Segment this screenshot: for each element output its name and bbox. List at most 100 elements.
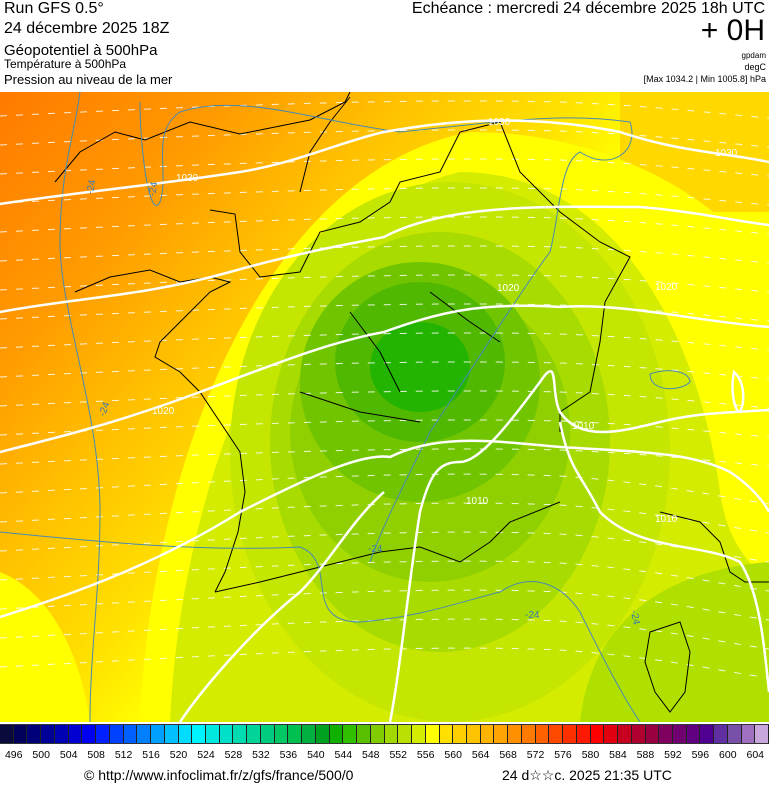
colorbar-swatch [439, 725, 454, 743]
colorbar-label: 596 [691, 749, 710, 761]
colorbar-swatch [343, 725, 358, 743]
colorbar-label: 500 [32, 749, 50, 761]
isotherm-label: -24 [525, 610, 540, 621]
colorbar-swatch [714, 725, 728, 743]
colorbar-swatch [576, 725, 591, 743]
colorbar-label: 548 [362, 749, 380, 761]
echeance: Echéance : mercredi 24 décembre 2025 18h… [411, 0, 765, 17]
colorbar-label: 520 [169, 749, 188, 761]
colorbar-swatch [535, 725, 550, 743]
isotherm-label: -24 [97, 400, 112, 418]
colorbar-label: 556 [416, 749, 435, 761]
field-pressure: Pression au niveau de la mer [4, 72, 173, 87]
colorbar-swatch [549, 725, 564, 743]
colorbar-swatch [329, 725, 344, 743]
colorbar-label: 584 [609, 749, 627, 761]
colorbar-swatch [274, 725, 289, 743]
source-url: © http://www.infoclimat.fr/z/gfs/france/… [84, 767, 354, 783]
colorbar-labels: 496 500 504 508 512 516 520 524 528 532 536 540 544 5… [0, 749, 769, 761]
colorbar-swatch [27, 725, 42, 743]
colorbar-swatch [192, 725, 207, 743]
isobar-label: 1010 [655, 514, 678, 525]
colorbar-swatch [659, 725, 673, 743]
colorbar-label: 524 [197, 749, 215, 761]
colorbar [0, 724, 769, 744]
pressure-range: [Max 1034.2 | Min 1005.8] hPa [643, 74, 766, 84]
isobar-label: 1010 [466, 496, 489, 507]
colorbar-swatch [508, 725, 522, 743]
field-geopotential: Géopotentiel à 500hPa [4, 42, 158, 59]
colorbar-label: 604 [746, 749, 765, 761]
colorbar-swatch [563, 725, 577, 743]
colorbar-swatch [686, 725, 701, 743]
colorbar-swatch [41, 725, 55, 743]
colorbar-swatch [54, 725, 69, 743]
colorbar-swatch [672, 725, 687, 743]
run-title: Run GFS 0.5° [4, 0, 104, 17]
colorbar-label: 516 [142, 749, 160, 761]
colorbar-swatch [0, 725, 14, 743]
colorbar-swatch [68, 725, 83, 743]
colorbar-swatch [164, 725, 179, 743]
colorbar-swatch [247, 725, 261, 743]
colorbar-label: 536 [279, 749, 298, 761]
colorbar-swatch [494, 725, 509, 743]
colorbar-swatch [206, 725, 220, 743]
colorbar-swatch [384, 725, 399, 743]
isobar-label: 1020 [152, 406, 175, 417]
colorbar-swatch [370, 725, 385, 743]
colorbar-swatch [590, 725, 605, 743]
colorbar-label: 496 [4, 749, 23, 761]
colorbar-swatch [109, 725, 124, 743]
colorbar-label: 508 [87, 749, 105, 761]
colorbar-label: 544 [334, 749, 353, 761]
colorbar-swatch [288, 725, 303, 743]
colorbar-label: 568 [499, 749, 517, 761]
isobar-label: 1020 [497, 283, 520, 294]
colorbar-swatch [82, 725, 97, 743]
colorbar-swatch [13, 725, 28, 743]
colorbar-label: 588 [636, 749, 655, 761]
lead-time: + 0H [700, 14, 765, 47]
colorbar-label: 564 [471, 749, 490, 761]
colorbar-label: 512 [114, 749, 133, 761]
colorbar-swatch [604, 725, 619, 743]
isobar-label: 1030 [715, 148, 738, 159]
colorbar-swatch [412, 725, 426, 743]
unit-temperature: degC [744, 62, 766, 72]
isobar-label: 1030 [488, 117, 511, 128]
colorbar-swatch [398, 725, 413, 743]
colorbar-swatch [425, 725, 440, 743]
run-date: 24 décembre 2025 18Z [4, 20, 170, 37]
unit-geopotential: gpdam [741, 51, 766, 60]
colorbar-swatch [357, 725, 371, 743]
isobar-label: 1020 [655, 282, 678, 293]
colorbar-label: 532 [252, 749, 270, 761]
colorbar-swatch [233, 725, 248, 743]
colorbar-swatch [466, 725, 481, 743]
colorbar-label: 572 [526, 749, 545, 761]
colorbar-swatch [618, 725, 632, 743]
colorbar-swatch [453, 725, 467, 743]
coastlines [54, 92, 769, 713]
field-temperature: Température à 500hPa [4, 57, 127, 71]
weather-map: 1030 1030 1030 1020 1020 1020 1010 1010 … [0, 92, 769, 722]
colorbar-swatch [219, 725, 234, 743]
isotherm-label: -24 [628, 609, 641, 626]
colorbar-label: 540 [307, 749, 325, 761]
colorbar-swatch [302, 725, 316, 743]
colorbar-swatch [727, 725, 742, 743]
colorbar-label: 560 [444, 749, 462, 761]
isotherm-lines [0, 92, 691, 722]
colorbar-swatch [631, 725, 646, 743]
colorbar-swatch [741, 725, 756, 743]
colorbar-label: 504 [59, 749, 78, 761]
generated-time: 24 d☆☆c. 2025 21:35 UTC [502, 767, 672, 783]
isotherm-label: -24 [368, 544, 383, 555]
colorbar-swatch [315, 725, 330, 743]
colorbar-label: 600 [719, 749, 737, 761]
colorbar-swatch [123, 725, 138, 743]
isotherm-label: -24 [147, 181, 160, 198]
colorbar-swatch [96, 725, 110, 743]
colorbar-label: 592 [664, 749, 682, 761]
